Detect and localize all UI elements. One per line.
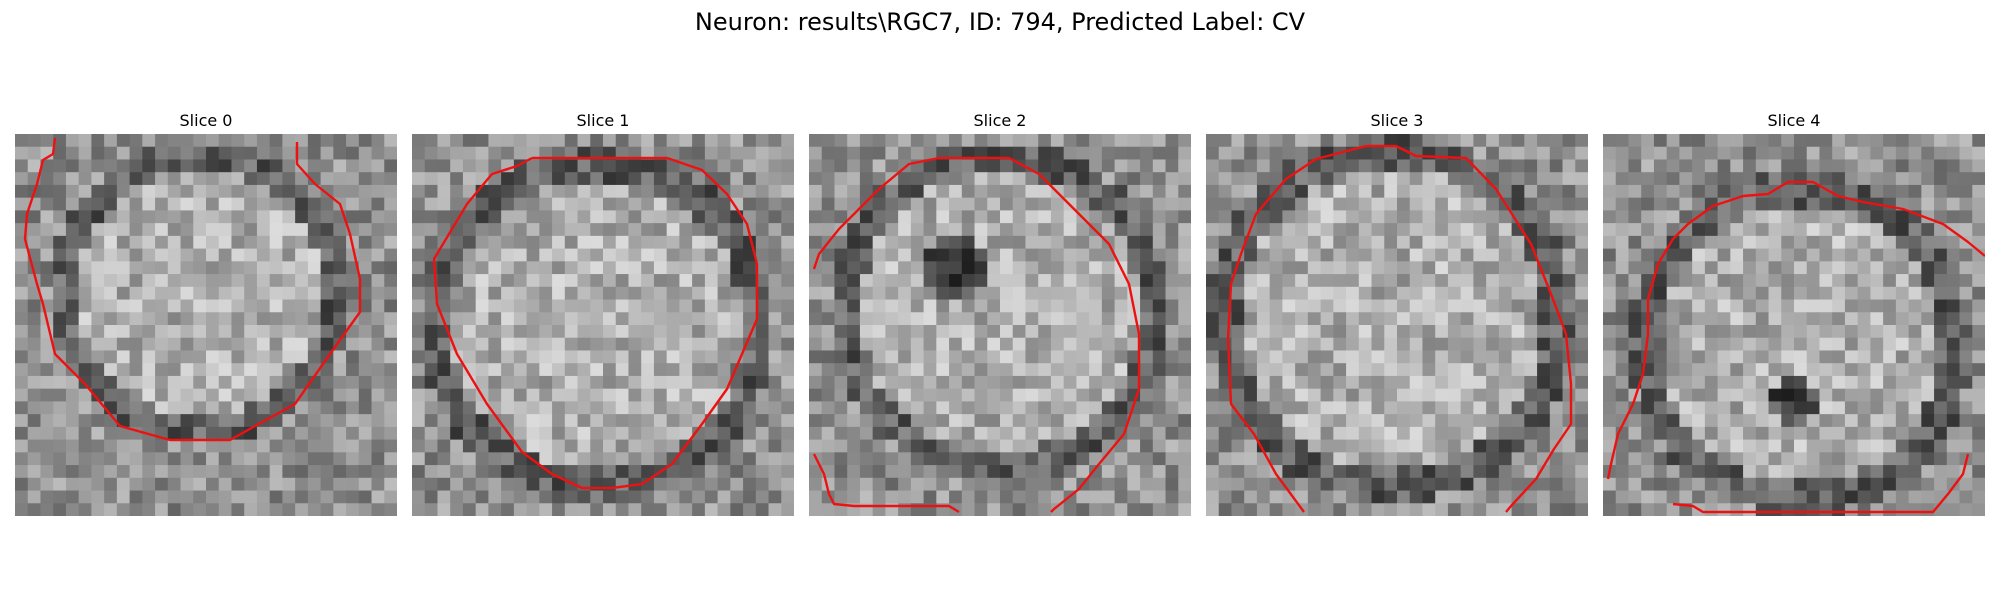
figure-title: Neuron: results\RGC7, ID: 794, Predicted…: [694, 8, 1306, 36]
slice-image-1: [412, 134, 794, 516]
slice-panel-0: Slice 0: [15, 110, 397, 516]
slice-panel-1: Slice 1: [412, 110, 794, 516]
slice-title-0: Slice 0: [179, 111, 233, 130]
slice-title-3: Slice 3: [1370, 111, 1424, 130]
slice-panel-3: Slice 3: [1206, 110, 1588, 516]
slice-image-3: [1206, 134, 1588, 516]
contour-line-1: [432, 156, 759, 490]
slice-panel-2: Slice 2: [809, 110, 1191, 516]
contour-line-2-b: [812, 453, 960, 514]
contour-line-2: [812, 156, 1141, 513]
slice-title-4: Slice 4: [1767, 111, 1821, 130]
slice-panel-4: Slice 4: [1603, 110, 1985, 516]
contour-line-4: [1606, 180, 1985, 480]
contour-line-0: [23, 137, 362, 442]
contour-line-4-b: [1672, 453, 1970, 514]
slice-title-1: Slice 1: [576, 111, 630, 130]
slice-title-2: Slice 2: [973, 111, 1027, 130]
slice-image-2: [809, 134, 1191, 516]
slice-image-0: [15, 134, 397, 516]
slice-image-4: [1603, 134, 1985, 516]
contour-line-3: [1226, 144, 1573, 513]
